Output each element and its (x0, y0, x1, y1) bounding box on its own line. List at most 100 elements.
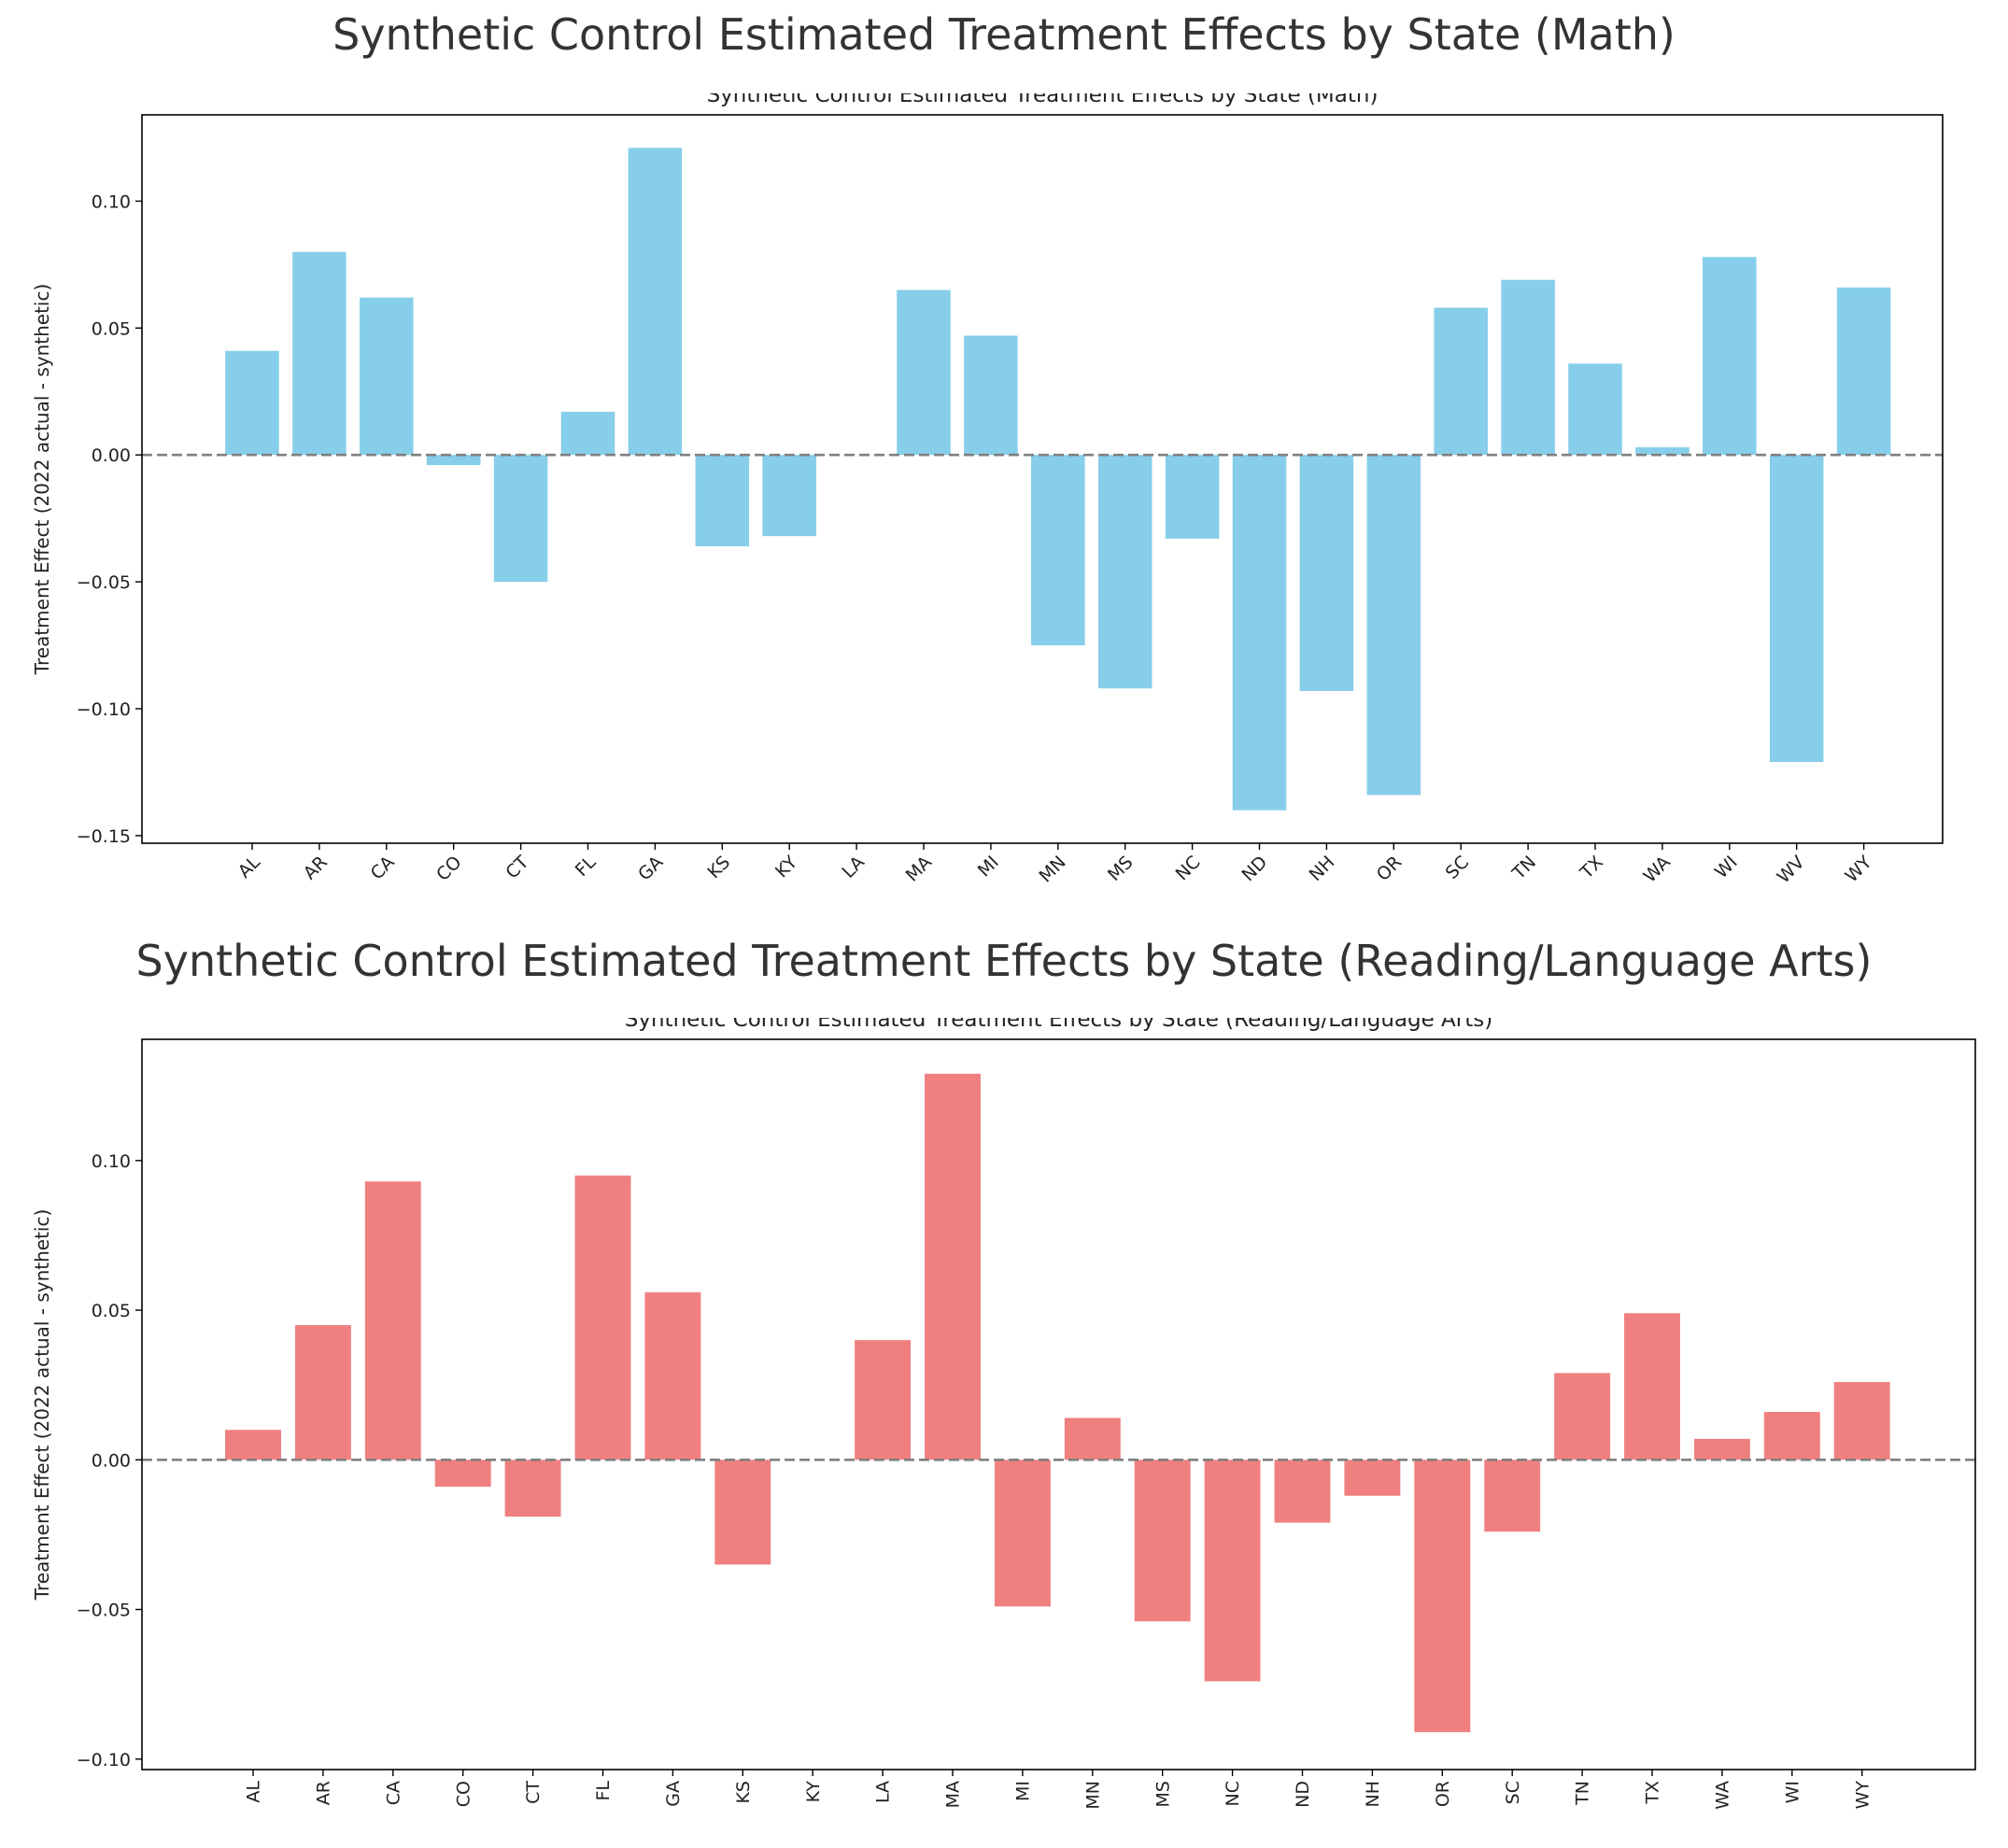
bar-or (1414, 1460, 1471, 1732)
axes-title: Synthetic Control Estimated Treatment Ef… (625, 1018, 1492, 1032)
math-bar-chart: Synthetic Control Estimated Treatment Ef… (31, 93, 1944, 887)
y-tick-label: 0.05 (92, 1301, 131, 1321)
bar-ms (1097, 455, 1152, 689)
x-tick-label-la: LA (873, 1781, 894, 1803)
x-tick-label-wy: WY (1841, 852, 1875, 886)
x-tick-label-fl: FL (572, 852, 601, 881)
y-tick-label: 0.00 (92, 1450, 131, 1471)
y-tick-label: −0.15 (77, 826, 131, 847)
bar-tx (1624, 1313, 1680, 1460)
y-tick-label: 0.00 (92, 445, 131, 466)
bar-ga (628, 148, 683, 456)
x-tick-label-ga: GA (634, 852, 667, 884)
bar-al (225, 350, 279, 456)
x-tick-label-ms: MS (1152, 1781, 1173, 1807)
bar-nc (1204, 1460, 1261, 1682)
bar-ms (1134, 1460, 1191, 1622)
x-tick-label-ky: KY (771, 852, 801, 882)
x-tick-label-sc: SC (1442, 852, 1473, 882)
bar-ca (360, 297, 414, 456)
x-tick-label-sc: SC (1503, 1781, 1523, 1804)
bar-wy (1836, 287, 1891, 456)
y-tick-label: −0.05 (77, 572, 131, 593)
bar-wa (1693, 1438, 1750, 1460)
bar-co (426, 455, 481, 466)
x-tick-label-mn: MN (1036, 852, 1070, 886)
bar-wi (1703, 257, 1757, 456)
x-tick-label-mi: MI (1013, 1781, 1034, 1801)
bar-mi (994, 1460, 1051, 1607)
bar-ga (644, 1291, 701, 1460)
bar-ks (695, 455, 750, 547)
y-tick-label: −0.05 (77, 1601, 131, 1621)
x-tick-label-ks: KS (733, 1781, 754, 1804)
x-tick-label-la: LA (838, 852, 869, 882)
bar-nd (1232, 455, 1287, 811)
x-tick-label-ct: CT (523, 1781, 544, 1804)
bar-ks (714, 1460, 771, 1565)
x-tick-label-nd: ND (1293, 1781, 1313, 1808)
x-tick-label-fl: FL (593, 1781, 614, 1801)
y-axis-label: Treatment Effect (2022 actual - syntheti… (31, 284, 53, 676)
bar-tn (1501, 279, 1555, 456)
x-tick-label-or: OR (1373, 852, 1406, 884)
x-tick-label-ga: GA (663, 1781, 684, 1807)
bar-sc (1434, 307, 1488, 456)
bar-wi (1763, 1412, 1820, 1460)
bar-nd (1274, 1460, 1331, 1523)
bar-tx (1568, 363, 1622, 456)
bar-fl (574, 1175, 631, 1460)
x-tick-label-mn: MN (1082, 1781, 1103, 1810)
x-tick-label-tn: TN (1573, 1781, 1593, 1806)
bar-la (855, 1340, 912, 1460)
bar-wv (1769, 455, 1824, 763)
bar-nh (1299, 455, 1354, 691)
x-tick-label-wy: WY (1852, 1781, 1873, 1810)
y-tick-label: 0.10 (92, 191, 131, 212)
x-tick-label-ct: CT (502, 852, 532, 882)
bar-or (1366, 455, 1421, 796)
figure-title-math: Synthetic Control Estimated Treatment Ef… (332, 9, 1676, 60)
bar-ct (504, 1460, 561, 1517)
x-tick-label-or: OR (1433, 1781, 1453, 1807)
y-tick-label: −0.10 (77, 699, 131, 720)
x-tick-label-nc: NC (1172, 852, 1205, 884)
x-tick-label-nd: ND (1237, 852, 1271, 885)
x-tick-label-ky: KY (803, 1781, 824, 1803)
figure-title-reading: Synthetic Control Estimated Treatment Ef… (135, 936, 1873, 986)
bar-nh (1344, 1460, 1401, 1496)
bar-al (225, 1430, 281, 1460)
y-axis-label: Treatment Effect (2022 actual - syntheti… (31, 1209, 53, 1601)
x-tick-label-nh: NH (1306, 852, 1339, 885)
bar-ca (364, 1181, 421, 1460)
x-tick-label-wa: WA (1640, 852, 1675, 886)
x-tick-label-ks: KS (703, 852, 734, 882)
bar-ar (292, 251, 346, 456)
bar-co (434, 1460, 491, 1488)
x-tick-label-tn: TN (1508, 852, 1541, 884)
y-tick-label: 0.10 (92, 1151, 131, 1172)
bar-tn (1554, 1373, 1611, 1460)
x-tick-label-tx: TX (1643, 1781, 1663, 1805)
x-tick-label-co: CO (432, 852, 466, 885)
x-tick-label-wv: WV (1774, 852, 1809, 887)
bar-mn (1031, 455, 1085, 646)
bar-ar (294, 1325, 351, 1460)
x-tick-label-ar: AR (300, 852, 332, 883)
axes-title: Synthetic Control Estimated Treatment Ef… (707, 93, 1379, 107)
x-tick-label-al: AL (244, 1781, 264, 1803)
bar-ky (762, 455, 816, 537)
x-tick-label-al: AL (234, 852, 265, 882)
bar-fl (560, 411, 615, 456)
y-tick-label: 0.05 (92, 318, 131, 339)
bar-mi (964, 335, 1018, 456)
x-tick-label-nc: NC (1223, 1781, 1243, 1806)
x-tick-label-wi: WI (1782, 1781, 1803, 1803)
bar-sc (1484, 1460, 1541, 1532)
reading-bar-chart: Synthetic Control Estimated Treatment Ef… (31, 1018, 1976, 1810)
bar-wa (1635, 447, 1690, 456)
x-tick-label-nh: NH (1363, 1781, 1383, 1808)
y-tick-label: −0.10 (77, 1750, 131, 1770)
bar-ma (897, 289, 951, 456)
x-tick-label-co: CO (453, 1781, 474, 1807)
